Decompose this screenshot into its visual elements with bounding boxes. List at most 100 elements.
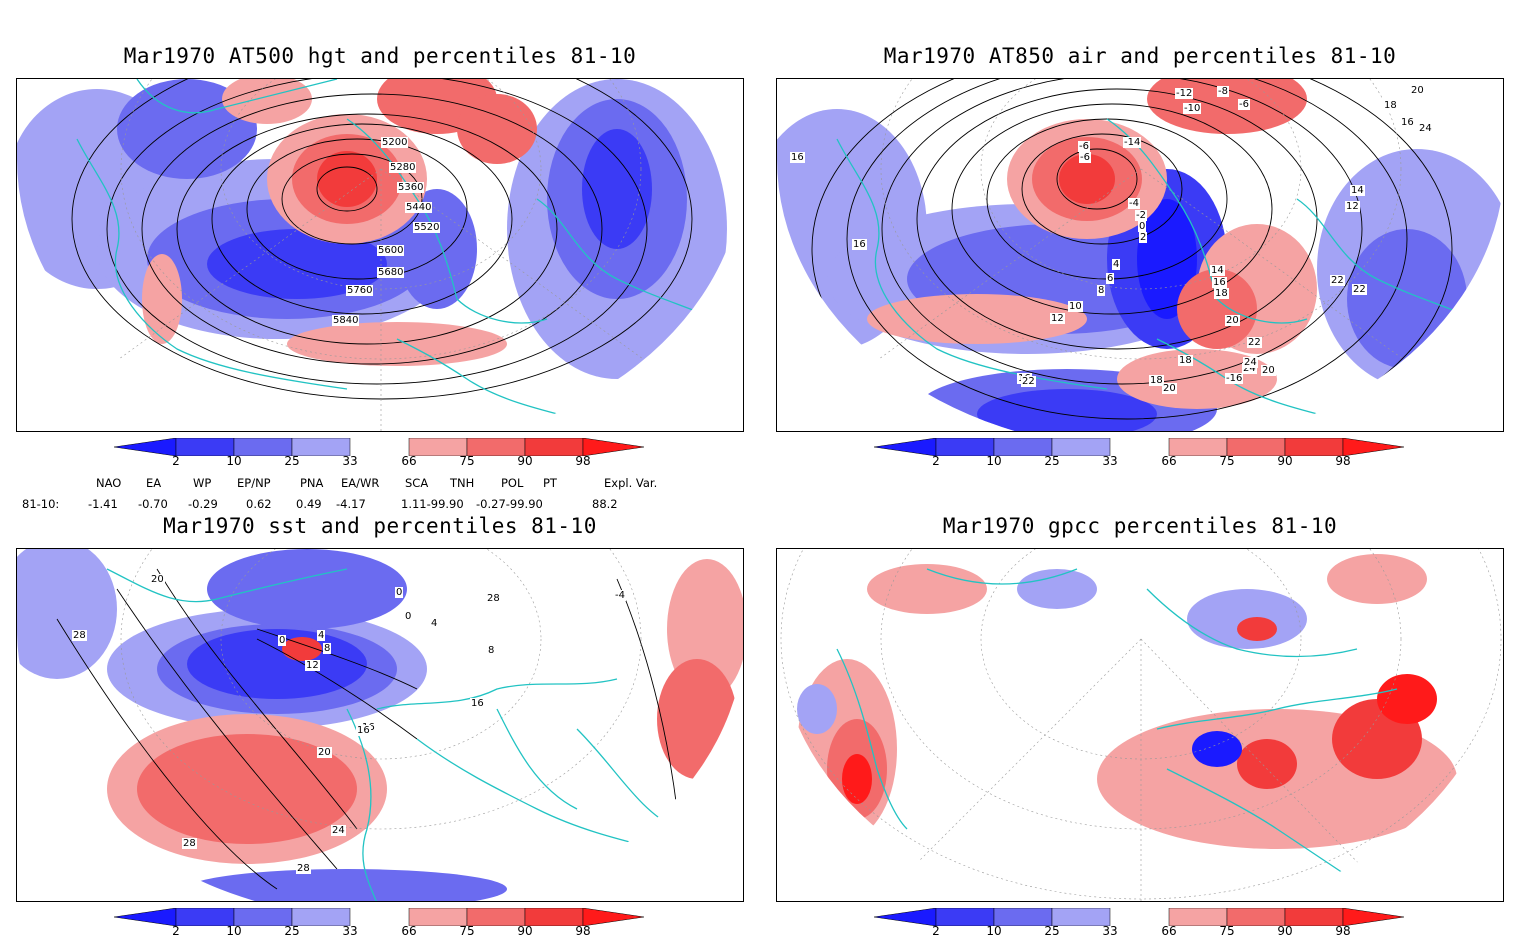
- contour-label: 8: [1097, 285, 1106, 296]
- contour-label: 10: [1068, 301, 1083, 312]
- index-value: 88.2: [592, 497, 618, 511]
- colorbar-label: 33: [342, 924, 358, 938]
- colorbar-label: 2: [172, 454, 180, 468]
- contour-label: 5760: [346, 285, 374, 296]
- colorbar-label: 66: [1161, 924, 1177, 938]
- colorbar-label: 90: [517, 454, 533, 468]
- colorbar-label: 25: [1044, 924, 1060, 938]
- contour-label: 20: [1162, 383, 1177, 394]
- contour-label: 28: [296, 863, 311, 874]
- contour-label: 12: [305, 660, 320, 671]
- colorbar-label: 98: [1335, 454, 1351, 468]
- colorbar-label: 25: [1044, 454, 1060, 468]
- contour-label: 20: [1225, 315, 1240, 326]
- index-row-label: 81-10:: [22, 497, 60, 511]
- colorbar-label: 2: [932, 454, 940, 468]
- contour-label: 2: [1139, 232, 1148, 243]
- contour-label: 24: [1418, 123, 1433, 134]
- contour-label: 24: [331, 825, 346, 836]
- colorbar-label: 98: [575, 924, 591, 938]
- contour-label: 16: [1212, 277, 1227, 288]
- colorbar-label: 90: [1277, 924, 1293, 938]
- contour-label: -16: [1225, 373, 1244, 384]
- colorbar-label: 25: [284, 454, 300, 468]
- contour-label: 4: [430, 618, 439, 629]
- contour-label: 18: [1383, 100, 1398, 111]
- index-value: 0.62: [246, 497, 272, 511]
- contour-label: 14: [1350, 185, 1365, 196]
- graticule: [120, 549, 642, 830]
- contour-label: 16: [790, 152, 805, 163]
- contour-label: 8: [487, 645, 496, 656]
- panel-title-gpcc: Mar1970 gpcc percentiles 81-10: [942, 514, 1338, 538]
- contour-label: 24: [1242, 363, 1257, 374]
- colorbar-swatches: [113, 907, 645, 927]
- colorbar-swatches: [873, 437, 1405, 457]
- coastlines: [836, 568, 1398, 890]
- colorbar-swatches: [873, 907, 1405, 927]
- contour-label: -2: [1135, 210, 1147, 221]
- colorbar-label: 75: [1219, 454, 1235, 468]
- index-header: PNA: [300, 476, 324, 490]
- contour-label: 24: [1243, 357, 1258, 368]
- index-value: -0.29: [188, 497, 218, 511]
- contour-label: 5520: [413, 222, 441, 233]
- contour-label: 4: [1112, 259, 1121, 270]
- percentile-shading: [17, 549, 743, 901]
- contour-label: 14: [1210, 265, 1225, 276]
- index-value: -4.17: [336, 497, 366, 511]
- contour-label: 20: [1410, 85, 1425, 96]
- colorbar-label: 25: [284, 924, 300, 938]
- index-header: EP/NP: [237, 476, 271, 490]
- contour-label: 18: [1149, 375, 1164, 386]
- map-panel-sst: [16, 548, 744, 902]
- colorbar-label: 75: [459, 924, 475, 938]
- contour-label: 16: [470, 698, 485, 709]
- graticule: [777, 79, 1503, 431]
- colorbar-label: 2: [172, 924, 180, 938]
- contour-label: -10: [1183, 103, 1202, 114]
- contour-label: -4: [1128, 198, 1140, 209]
- colorbar-label: 98: [1335, 924, 1351, 938]
- contour-label: 6: [1106, 273, 1115, 284]
- contour-label: -4: [614, 590, 626, 601]
- graticule: [17, 79, 743, 431]
- index-value: -1.41: [88, 497, 118, 511]
- index-value: -0.27-99.90: [476, 497, 543, 511]
- colorbar-air850: 2 10 25 33 66 75 90 98: [873, 437, 1405, 478]
- panel-title-air850: Mar1970 AT850 air and percentiles 81-10: [883, 44, 1397, 68]
- index-header: TNH: [450, 476, 475, 490]
- contour-label: 4: [317, 630, 326, 641]
- colorbar-label: 98: [575, 454, 591, 468]
- colorbar-label: 10: [986, 924, 1002, 938]
- contour-label: 22: [1021, 376, 1036, 387]
- height-contours: [71, 79, 693, 400]
- contour-label: 5360: [397, 182, 425, 193]
- colorbar-label: 66: [401, 454, 417, 468]
- contour-label: 28: [182, 838, 197, 849]
- contour-label: 28: [72, 630, 87, 641]
- contour-label: 5440: [405, 202, 433, 213]
- colorbar-label: 10: [226, 454, 242, 468]
- contour-label: 0: [395, 587, 404, 598]
- colorbar-sst: 2 10 25 33 66 75 90 98: [113, 907, 645, 948]
- contour-label: 5840: [332, 315, 360, 326]
- contour-label: 5200: [381, 137, 409, 148]
- colorbar-label: 90: [1277, 454, 1293, 468]
- contour-label: 0: [278, 635, 287, 646]
- colorbar-label: 10: [226, 924, 242, 938]
- colorbar-label: 33: [1102, 454, 1118, 468]
- percentile-shading: [777, 549, 1503, 901]
- index-header: POL: [501, 476, 524, 490]
- contour-label: 22: [1330, 275, 1345, 286]
- colorbar-hgt500: 2 10 25 33 66 75 90 98: [113, 437, 645, 478]
- map-panel-hgt500: [16, 78, 744, 432]
- colorbar-swatches: [113, 437, 645, 457]
- contour-label: 12: [1345, 201, 1360, 212]
- map-panel-air850: [776, 78, 1504, 432]
- panel-title-hgt500: Mar1970 AT500 hgt and percentiles 81-10: [123, 44, 637, 68]
- index-header: NAO: [96, 476, 122, 490]
- map-panel-gpcc: [776, 548, 1504, 902]
- colorbar-label: 75: [459, 454, 475, 468]
- panel-title-sst: Mar1970 sst and percentiles 81-10: [163, 514, 597, 538]
